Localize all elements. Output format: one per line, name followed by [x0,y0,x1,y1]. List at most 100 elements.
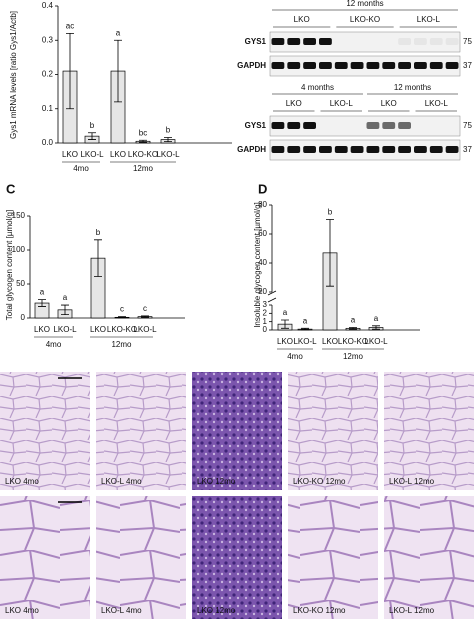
lane-label: LKO [381,99,397,108]
band [366,146,380,153]
blot-strip [269,55,461,77]
x-tick-label: LKO-L [133,325,157,334]
error-bar [139,139,147,143]
micrograph-label: LKO-L 12mo [389,477,435,486]
band [445,146,459,153]
blot-header: 12 months [346,0,383,8]
y-tick-label: 20 [258,287,267,296]
micrograph-label: LKO-L 4mo [101,606,142,615]
significance-letter: a [351,316,356,325]
micrograph-label: LKO 4mo [5,606,39,615]
error-bar [88,132,96,140]
group-label: 12mo [343,352,364,361]
blot-strip [269,115,461,137]
significance-letter: c [120,305,124,314]
error-bar [66,33,74,110]
y-tick-label: 50 [16,279,25,288]
micrograph-label: LKO-L 4mo [101,477,142,486]
y-axis-label: Gys1 mRNA levels [ratio Gys1/Actb] [9,11,18,139]
y-tick-label: 100 [12,245,26,254]
band [319,146,332,153]
y-tick-label: 80 [258,200,267,209]
band [287,122,301,129]
y-axis-label: Insoluble glycogen content [µmol/g] [253,202,262,328]
row-label: GYS1 [245,121,267,130]
y-axis-label: Total glycogen content [µmol/g] [5,210,14,320]
lane-label: LKO-L [417,15,441,24]
band [271,62,285,69]
micrograph-label: LKO-L 12mo [389,606,435,615]
x-tick-label: LKO-KO [107,325,137,334]
significance-letter: b [166,126,171,135]
blot-strip [269,31,461,53]
group-label: 4mo [46,340,62,349]
x-tick-label: LKO-L [156,150,180,159]
band [366,122,380,129]
band [271,122,285,129]
micrograph [288,372,378,490]
row-label: GAPDH [237,61,266,70]
panel-label: D [258,181,267,196]
micrograph-label: LKO 4mo [5,477,39,486]
marker: 75 [463,37,472,46]
micrograph [288,496,378,619]
band [429,62,443,69]
significance-letter: a [283,308,288,317]
x-tick-label: LKO [62,150,78,159]
lane-label: LKO [294,15,310,24]
micrograph [384,372,474,490]
micrograph-label: LKO 12mo [197,606,236,615]
band [445,38,459,45]
band [445,62,459,69]
significance-letter: bc [139,128,147,137]
marker: 37 [463,61,472,70]
significance-letter: b [96,228,101,237]
micrograph-label: LKO-KO 12mo [293,606,346,615]
band [303,62,316,69]
band [287,62,301,69]
y-tick-label: 60 [258,229,267,238]
error-bar [326,219,334,287]
band [303,146,316,153]
error-bar [118,316,126,319]
blot-header: 12 months [394,83,431,92]
row-label: GYS1 [245,37,267,46]
micrograph-label: LKO-KO 12mo [293,477,346,486]
x-tick-label: LKO [110,150,126,159]
x-tick-label: LKO-L [293,337,317,346]
micrograph [0,372,90,490]
group-label: 12mo [133,164,154,173]
y-tick-label: 3 [263,300,268,309]
significance-letter: a [116,28,121,37]
x-tick-label: LKO-L [80,150,104,159]
y-tick-label: 0.0 [42,138,54,147]
y-tick-label: 150 [12,211,26,220]
y-tick-label: 0 [21,313,26,322]
group-label: 4mo [73,164,89,173]
error-bar [94,239,102,277]
error-bar [164,137,172,143]
band [414,146,427,153]
group-label: 12mo [111,340,132,349]
band [414,62,427,69]
band [350,62,364,69]
band [398,62,411,69]
blot-header: 4 months [301,83,334,92]
band [287,38,301,45]
micrograph [192,372,282,490]
y-tick-label: 1 [263,317,268,326]
error-bar [281,319,289,329]
x-tick-label: LKO [90,325,106,334]
micrograph [96,372,186,490]
band [382,146,396,153]
band [382,122,396,129]
lane-label: LKO-KO [350,15,380,24]
y-tick-label: 0.3 [42,35,54,44]
y-tick-label: 40 [258,258,267,267]
band [319,38,332,45]
band [334,62,348,69]
blot-strip [269,139,461,161]
micrograph [0,496,90,619]
band [398,146,411,153]
